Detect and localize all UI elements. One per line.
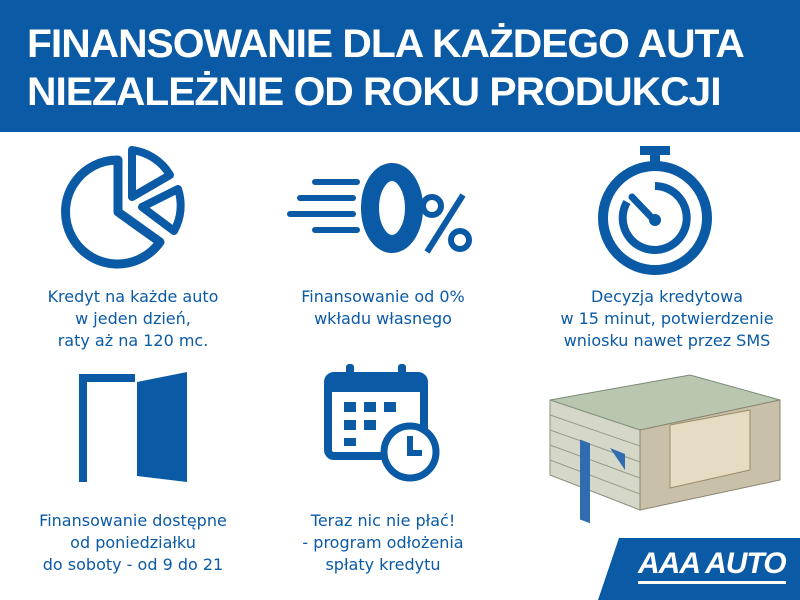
feature-text: od poniedziałku bbox=[70, 533, 196, 552]
feature-text: - program odłożenia bbox=[302, 533, 464, 552]
feature-text: Finansowanie dostępne bbox=[39, 511, 227, 530]
feature-text: w 15 minut, potwierdzenie bbox=[560, 309, 774, 328]
feature-payment-delay: Teraz nic nie płać! - program odłożenia … bbox=[250, 510, 516, 576]
open-door-icon bbox=[79, 372, 187, 482]
feature-text: wniosku nawet przez SMS bbox=[563, 331, 771, 350]
feature-text: w jeden dzień, bbox=[75, 309, 191, 328]
calendar-clock-icon bbox=[324, 364, 440, 482]
headline-line-1: FINANSOWANIE DLA KAŻDEGO AUTA bbox=[27, 22, 745, 66]
pie-chart-icon bbox=[61, 146, 185, 269]
feature-text: wkładu własnego bbox=[314, 309, 452, 328]
feature-zero-down: Finansowanie od 0% wkładu własnego bbox=[250, 286, 516, 330]
feature-credit: Kredyt na każde auto w jeden dzień, raty… bbox=[0, 286, 266, 352]
feature-text: raty aż na 120 mc. bbox=[57, 331, 209, 350]
feature-text: Decyzja kredytowa bbox=[590, 287, 744, 306]
feature-text: Teraz nic nie płać! bbox=[310, 511, 456, 530]
feature-text: do soboty - od 9 do 21 bbox=[42, 555, 224, 574]
aaa-auto-logo: AAA AUTO bbox=[598, 538, 800, 600]
feature-text: Finansowanie od 0% bbox=[301, 287, 465, 306]
feature-hours: Finansowanie dostępne od poniedziałku do… bbox=[0, 510, 266, 576]
header-banner: FINANSOWANIE DLA KAŻDEGO AUTA NIEZALEŻNI… bbox=[0, 0, 800, 132]
feature-decision: Decyzja kredytowa w 15 minut, potwierdze… bbox=[534, 286, 800, 352]
headline-line-2: NIEZALEŻNIE OD ROKU PRODUKCJI bbox=[27, 70, 722, 114]
money-stack-image bbox=[549, 374, 781, 524]
feature-text: spłaty kredytu bbox=[325, 555, 441, 574]
zero-percent-icon bbox=[287, 163, 472, 254]
stopwatch-icon bbox=[598, 146, 712, 275]
feature-text: Kredyt na każde auto bbox=[47, 287, 219, 306]
logo-text: AAA AUTO bbox=[638, 547, 787, 584]
